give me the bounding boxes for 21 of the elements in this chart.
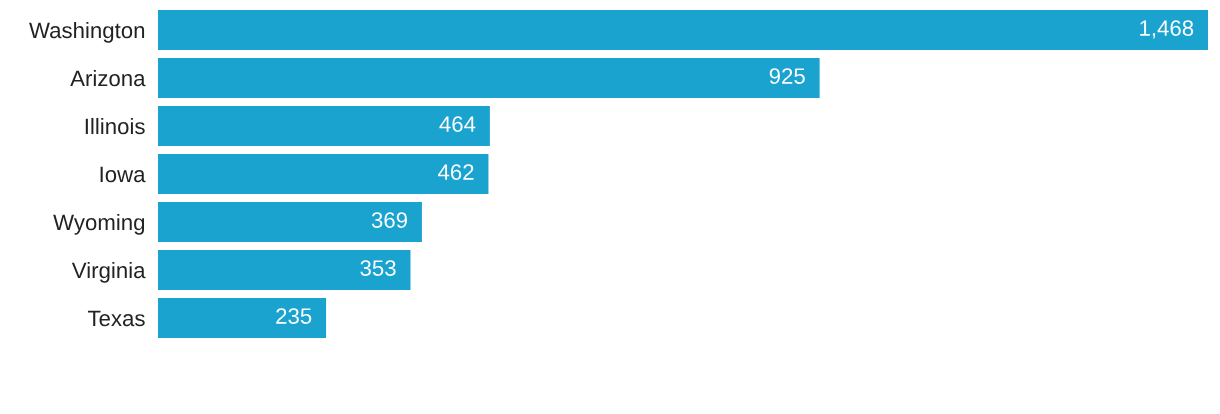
bar (158, 154, 489, 194)
y-tick-label: Texas (87, 310, 145, 327)
data-label: 925 (769, 68, 805, 84)
bar (158, 106, 490, 146)
bar (158, 10, 1208, 50)
data-label: 369 (371, 212, 407, 228)
y-tick-label: Illinois (85, 117, 145, 135)
bar (158, 250, 411, 290)
bar (158, 202, 422, 242)
data-label: 462 (438, 164, 474, 180)
y-tick-label: Washington (29, 21, 145, 43)
data-label: 1,468 (1140, 20, 1194, 39)
y-tick-label: Iowa (100, 166, 146, 183)
data-label: 464 (439, 116, 476, 132)
bar (158, 58, 820, 98)
data-label: 353 (360, 260, 396, 276)
y-tick-label: Wyoming (53, 213, 145, 235)
bar (158, 298, 327, 338)
y-tick-label: Virginia (71, 261, 146, 283)
data-label: 235 (276, 308, 312, 324)
y-tick-label: Arizona (70, 69, 146, 87)
